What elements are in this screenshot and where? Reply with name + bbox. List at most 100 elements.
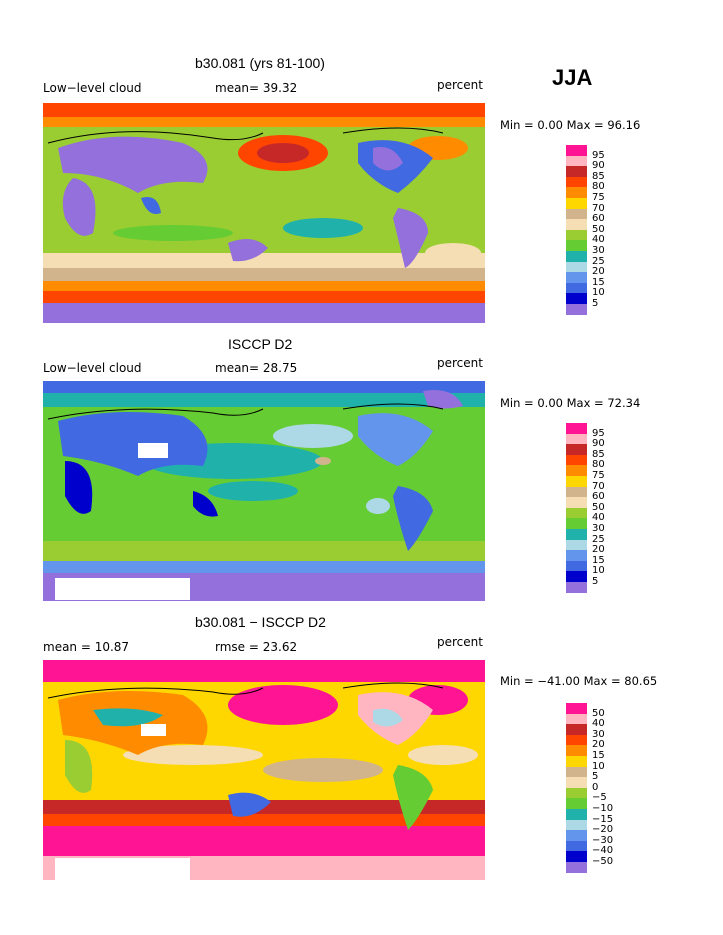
panel3-map-svg: [43, 660, 485, 880]
legend-swatch: [566, 208, 587, 220]
legend-label: 85: [592, 448, 605, 460]
panel3-southern-ocean-band: [43, 826, 485, 856]
legend-swatch: [566, 433, 587, 445]
legend-swatch: [566, 787, 587, 799]
legend-swatch: [566, 518, 587, 530]
panel1-map-svg: [43, 103, 485, 323]
legend-swatch: [566, 219, 587, 231]
legend-swatch: [566, 444, 587, 456]
panel3-africa-land: [65, 740, 93, 793]
legend-label: 95: [592, 427, 605, 439]
legend-swatch: [566, 198, 587, 209]
legend-swatch: [566, 507, 587, 519]
legend-swatch: [566, 155, 587, 167]
legend-label: 5: [592, 771, 599, 783]
legend-label: 60: [592, 491, 605, 503]
panel2-south-america-land: [393, 486, 433, 551]
legend-label: 70: [592, 202, 605, 214]
legend-label: 20: [592, 739, 605, 751]
panel2-legend: 95 90 85 80 75 70 60 50 40 30 25 20 15 10 5: [566, 423, 626, 595]
panel2-eurasia-land: [58, 412, 208, 476]
panel2-map-svg: [43, 381, 485, 601]
legend-label: 10: [592, 760, 605, 772]
legend-label: −40: [592, 845, 614, 857]
panel3-south-america-land: [393, 765, 433, 830]
legend-label: 25: [592, 255, 605, 267]
panel2-north-america-land: [358, 413, 433, 466]
legend-label: 10: [592, 287, 605, 299]
legend-label: 40: [592, 234, 605, 246]
legend-label: 90: [592, 160, 605, 172]
panel3-mean-label: mean = 10.87: [43, 640, 130, 654]
panel3-missing-data-tibet: [141, 724, 166, 736]
legend-swatch: [566, 809, 587, 820]
legend-label: 50: [592, 707, 605, 719]
panel2-field-label: Low−level cloud: [43, 361, 142, 375]
panel2-min-max: Min = 0.00 Max = 72.34: [500, 396, 641, 410]
panel1-mean-label: mean= 39.32: [215, 81, 298, 95]
legend-label: 25: [592, 533, 605, 545]
legend-swatch: [566, 766, 587, 778]
legend-swatch: [566, 819, 587, 831]
panel3-units-label: percent: [437, 635, 483, 649]
legend-swatch: [566, 582, 587, 593]
legend-swatch: [566, 756, 587, 767]
legend-label: 40: [592, 718, 605, 730]
legend-label: 15: [592, 554, 605, 566]
panel3-missing-data-antarctic: [55, 858, 190, 880]
legend-swatch: [566, 282, 587, 294]
panel1-title: b30.081 (yrs 81-100): [195, 55, 325, 71]
panel2-missing-data-antarctic: [55, 578, 190, 600]
legend-label: 20: [592, 266, 605, 278]
panel1-eurasia-land: [58, 136, 208, 193]
legend-label: 30: [592, 245, 605, 256]
panel1-map: [43, 103, 485, 323]
legend-label: 50: [592, 223, 605, 235]
panel1-antarctica: [43, 303, 485, 323]
legend-swatch: [566, 798, 587, 810]
panel3-min-max: Min = −41.00 Max = 80.65: [500, 674, 658, 688]
legend-swatch: [566, 851, 587, 863]
legend-label: 95: [592, 149, 605, 161]
legend-label: 50: [592, 501, 605, 513]
legend-label: 75: [592, 192, 605, 203]
legend-swatch: [566, 840, 587, 852]
legend-label: −30: [592, 834, 614, 846]
season-label: JJA: [552, 65, 593, 90]
legend-label: 75: [592, 470, 605, 481]
legend-label: 15: [592, 750, 605, 761]
panel3-arctic-band: [43, 660, 485, 682]
legend-label: −20: [592, 824, 614, 836]
legend-swatch: [566, 862, 587, 873]
legend-swatch: [566, 550, 587, 562]
panel1-field-label: Low−level cloud: [43, 81, 142, 95]
legend-label: 85: [592, 170, 605, 182]
legend-label: 80: [592, 459, 605, 471]
legend-swatch: [566, 187, 587, 199]
legend-swatch: [566, 176, 587, 188]
legend-label: 80: [592, 181, 605, 193]
legend-swatch: [566, 240, 587, 252]
legend-label: −50: [592, 856, 614, 867]
legend-swatch: [566, 560, 587, 572]
legend-swatch: [566, 272, 587, 284]
legend-swatch: [566, 745, 587, 757]
panel3-npacific-max: [228, 685, 338, 725]
panel1-legend: 95 90 85 80 75 70 60 50 40 30 25 20 15 10 5: [566, 145, 626, 317]
legend-label: 70: [592, 480, 605, 492]
legend-swatch: [566, 830, 587, 842]
panel3-australia-land: [228, 792, 271, 817]
legend-swatch: [566, 724, 587, 736]
panel2-title: ISCCP D2: [228, 336, 293, 352]
legend-swatch: [566, 571, 587, 583]
panel1-africa-land: [62, 178, 96, 236]
panel1-min-max: Min = 0.00 Max = 96.16: [500, 118, 641, 132]
legend-label: 5: [592, 298, 599, 309]
panel2-units-label: percent: [437, 356, 483, 370]
panel2-mean-label: mean= 28.75: [215, 361, 298, 375]
legend-label: −5: [592, 792, 607, 804]
legend-label: 30: [592, 523, 605, 534]
panel3-legend: 50 40 30 20 15 10 5 0 −5 −10 −15 −20 −30 −40 −50: [566, 703, 626, 875]
legend-label: 60: [592, 213, 605, 225]
legend-swatch: [566, 497, 587, 509]
